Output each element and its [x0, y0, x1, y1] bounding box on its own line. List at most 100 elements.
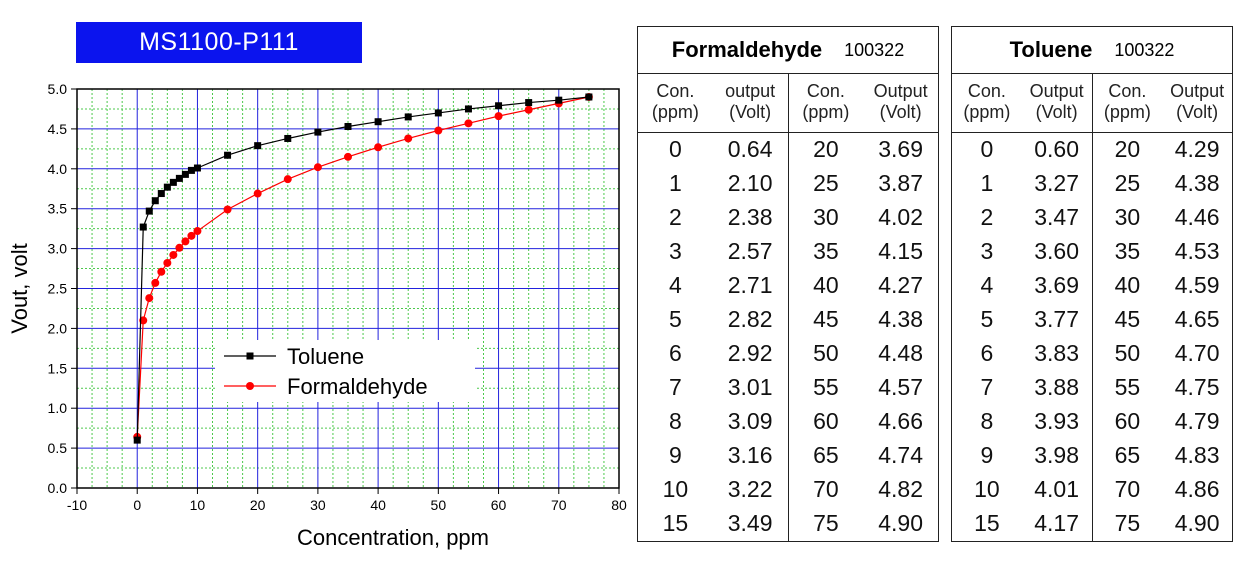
table-row: 0 0.64 [638, 133, 788, 167]
table-row: 35 4.15 [789, 235, 939, 269]
data-point-toluene [314, 128, 322, 136]
y-tick-label: 3.5 [48, 201, 68, 217]
table-row: 6 3.83 [952, 337, 1092, 371]
table-cell: 50 [1114, 340, 1141, 367]
table-code: 100322 [844, 39, 905, 60]
data-point-formaldehyde [181, 237, 190, 246]
data-point-toluene [284, 134, 292, 142]
table-cell: 4.70 [1174, 340, 1220, 367]
table-row: 25 4.38 [1093, 167, 1233, 201]
x-tick-label: 0 [133, 497, 141, 513]
table-cell: 3.60 [1034, 238, 1079, 265]
table-cell: 3.69 [1034, 272, 1079, 299]
table-row: 75 4.90 [1093, 506, 1233, 540]
table-cell: 3.22 [727, 476, 773, 502]
table-cell: 60 [1114, 408, 1141, 435]
table-header: Formaldehyde 100322 [638, 27, 938, 74]
table-title: Toluene [1009, 37, 1093, 62]
y-tick-label: 3.0 [48, 241, 68, 257]
table-cell: 15 [662, 509, 689, 536]
x-tick-label: 80 [611, 497, 627, 513]
table-cell: 3.01 [727, 374, 773, 401]
table-cell: 2.82 [727, 306, 773, 333]
data-point-toluene [169, 178, 177, 186]
data-point-toluene [434, 109, 442, 117]
table-row: 35 4.53 [1093, 235, 1233, 269]
x-tick-label: 70 [551, 497, 567, 513]
table-cell: 7 [668, 374, 682, 401]
table-cell: 30 [1114, 204, 1141, 231]
table-cell: 4.83 [1174, 442, 1220, 469]
table-row: 55 4.57 [789, 371, 939, 405]
table-cell: 4.90 [1174, 509, 1220, 536]
table-row: 65 4.74 [789, 439, 939, 473]
table-cell: 10 [974, 476, 1000, 502]
table-cell: 4.46 [1174, 204, 1220, 231]
table-cell: 4.79 [1174, 408, 1220, 435]
table-cell: 4.75 [1174, 374, 1220, 401]
x-tick-label: 50 [431, 497, 447, 513]
y-tick-label: 2.0 [48, 320, 68, 336]
column-header: output (Volt) [725, 81, 776, 122]
column-header: Output (Volt) [1170, 81, 1225, 122]
table-cell: 3.16 [727, 442, 773, 469]
table-cell: 4.29 [1174, 136, 1220, 163]
y-tick-label: 0.0 [48, 480, 68, 496]
table-cell: 3.77 [1034, 306, 1079, 333]
table-row: 3 2.57 [638, 235, 788, 269]
table-cell: 3.09 [727, 408, 773, 435]
data-point-toluene [151, 197, 159, 205]
table-cell: 4.01 [1034, 476, 1079, 502]
table-cell: 6 [980, 340, 994, 367]
table-cell: 35 [813, 238, 839, 265]
data-point-formaldehyde [175, 243, 184, 252]
table-right-half: Con. (ppm) Output (Volt) 20 3.69 25 3.87 30 4.0… [787, 74, 939, 541]
data-point-formaldehyde [374, 143, 383, 152]
table-row: 2 2.38 [638, 201, 788, 235]
table-cell: 45 [1114, 306, 1141, 333]
table-row: 40 4.27 [789, 269, 939, 303]
table-row: 8 3.09 [638, 405, 788, 439]
table-row: 15 3.49 [638, 506, 788, 540]
table-cell: 9 [980, 442, 994, 469]
table-cell: 0.60 [1034, 136, 1079, 163]
data-point-toluene [175, 174, 183, 182]
data-point-formaldehyde [464, 119, 473, 128]
table-cell: 3.47 [1034, 204, 1079, 231]
table-cell: 3 [668, 238, 682, 265]
data-point-formaldehyde [524, 105, 533, 114]
table-cell: 2 [980, 204, 994, 231]
table-cell: 20 [1114, 136, 1141, 163]
table-cell: 60 [813, 408, 839, 435]
data-point-toluene [585, 93, 593, 101]
y-tick-label: 5.0 [48, 81, 68, 97]
table-cell: 3.27 [1034, 170, 1079, 197]
table-cell: 0 [668, 136, 682, 163]
data-point-formaldehyde [157, 267, 166, 276]
table-cell: 4.53 [1174, 238, 1220, 265]
table-row: 5 2.82 [638, 303, 788, 337]
table-cell: 4.59 [1174, 272, 1220, 299]
column-header: Output (Volt) [873, 81, 928, 122]
table-cell: 1 [980, 170, 994, 197]
legend-marker [246, 352, 254, 360]
table-cell: 45 [813, 306, 839, 333]
table-row: 4 3.69 [952, 269, 1092, 303]
table-cell: 40 [813, 272, 839, 299]
table-cell: 4.65 [1174, 306, 1220, 333]
table-row: 0 0.60 [952, 133, 1092, 167]
table-row: 5 3.77 [952, 303, 1092, 337]
table-cell: 65 [813, 442, 839, 469]
table-cell: 50 [813, 340, 839, 367]
data-point-toluene [254, 142, 262, 150]
table-row: 1 2.10 [638, 167, 788, 201]
column-header: Con. (ppm) [802, 81, 850, 122]
table-cell: 4.38 [1174, 170, 1220, 197]
table-row: 70 4.86 [1093, 473, 1233, 507]
table-row: 6 2.92 [638, 337, 788, 371]
table-header: Toluene 100322 [952, 27, 1232, 74]
chart-badge: MS1100-P111 [76, 22, 362, 63]
table-cell: 8 [980, 408, 994, 435]
table-row: 10 4.01 [952, 473, 1092, 507]
table-cell: 55 [1114, 374, 1141, 401]
